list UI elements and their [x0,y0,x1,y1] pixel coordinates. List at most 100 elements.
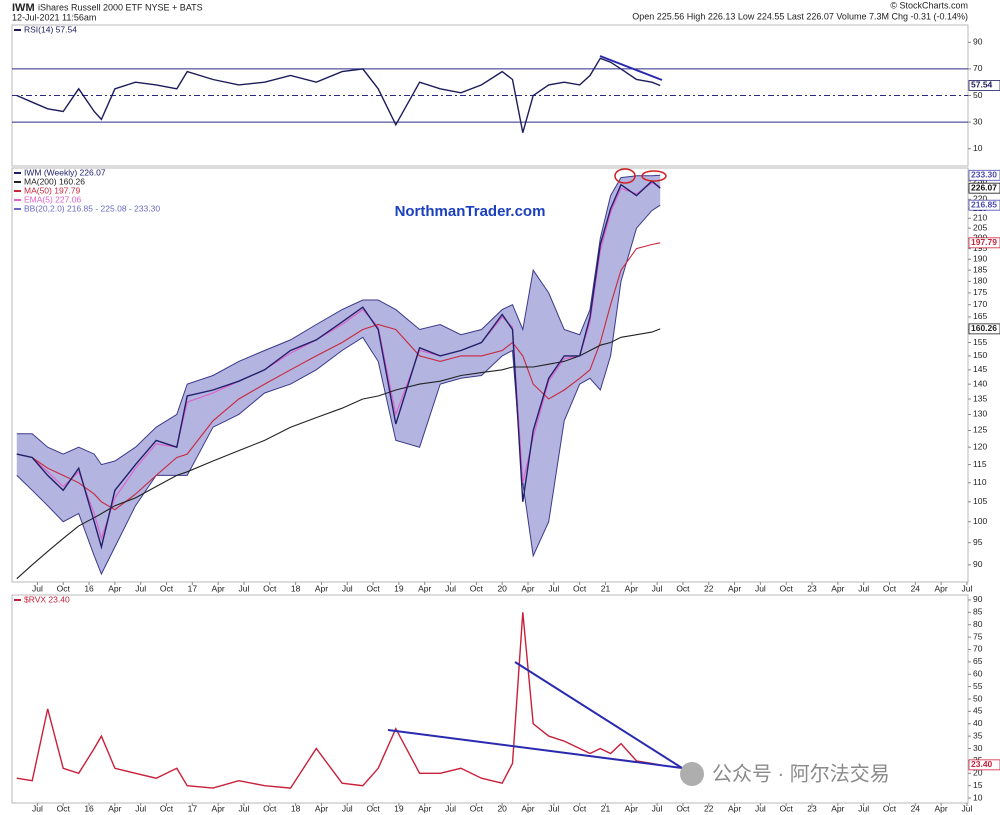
x-tick-label: Oct [470,583,484,593]
value-marker-label: 197.79 [971,237,997,247]
x-tick-label: 22 [704,803,714,813]
x-tick-label: Apr [108,803,121,813]
quote: Open 225.56 High 226.13 Low 224.55 Last … [632,11,968,21]
value-marker-label: 226.07 [971,182,997,192]
y-tick-label: 145 [973,364,987,374]
y-tick-label: 85 [973,607,983,617]
x-tick-label: Oct [160,583,174,593]
x-tick-label: Jul [239,803,250,813]
x-tick-label: Jul [858,803,869,813]
y-tick-label: 185 [973,264,987,274]
value-marker [968,323,1000,335]
x-tick-label: Oct [780,803,794,813]
band-upper [16,174,661,466]
y-tick-label: 90 [973,559,983,569]
x-tick-label: Apr [212,803,225,813]
y-tick-label: 20 [973,768,983,778]
legend-label: MA(200) 160.26 [24,176,85,186]
x-tick-label: Apr [521,803,534,813]
legend-label: RSI(14) 57.54 [24,24,77,34]
y-tick-label: 170 [973,299,987,309]
highlight [614,168,636,184]
x-tick-label: Apr [315,803,328,813]
y-tick-label: 120 [973,441,987,451]
x-tick-label: 23 [807,803,817,813]
x-tick-label: Apr [935,583,948,593]
y-tick-label: 180 [973,276,987,286]
value-marker [968,182,1000,194]
series-line [16,182,661,541]
x-tick-label: Apr [521,583,534,593]
watermark-icon [680,762,704,786]
x-tick-label: Jul [32,583,43,593]
x-tick-label: Jul [135,583,146,593]
value-marker [968,169,1000,181]
y-tick-label: 95 [973,537,983,547]
x-tick-label: Jul [652,583,663,593]
y-tick-label: 50 [973,90,983,100]
x-tick-label: 24 [911,583,921,593]
y-tick-label: 165 [973,311,987,321]
x-tick-label: Jul [858,583,869,593]
x-tick-label: Apr [108,583,121,593]
value-marker-label: 23.40 [971,759,993,769]
y-tick-label: 130 [973,409,987,419]
highlight [641,170,667,182]
x-tick-label: Jul [445,803,456,813]
x-tick-label: Apr [935,803,948,813]
x-tick-label: Apr [625,803,638,813]
y-tick-label: 150 [973,350,987,360]
x-tick-label: 19 [394,583,404,593]
x-tick-label: Oct [573,803,587,813]
trendline [387,729,683,769]
band-lower [16,204,661,576]
x-tick-label: Apr [315,583,328,593]
x-tick-label: Jul [755,583,766,593]
x-tick-label: 20 [497,583,507,593]
x-tick-label: Jul [135,803,146,813]
x-tick-label: Jul [652,803,663,813]
x-tick-label: 17 [188,803,198,813]
series-line [16,57,661,133]
trendline [514,661,683,769]
x-tick-label: 17 [188,583,198,593]
annotation: NorthmanTrader.com [395,203,546,220]
y-tick-label: 100 [973,516,987,526]
x-tick-label: Oct [160,803,174,813]
y-tick-label: 75 [973,631,983,641]
legend-label: IWM (Weekly) 226.07 [24,167,106,177]
x-tick-label: Jul [342,583,353,593]
value-marker-label: 57.54 [971,80,993,90]
x-tick-label: Jul [445,583,456,593]
y-tick-label: 65 [973,656,983,666]
y-tick-label: 210 [973,213,987,223]
x-tick-label: Oct [676,803,690,813]
x-tick-label: Apr [831,803,844,813]
x-tick-label: 24 [911,803,921,813]
y-tick-label: 220 [973,194,987,204]
band-fill [16,175,661,575]
y-tick-label: 35 [973,730,983,740]
y-tick-label: 40 [973,718,983,728]
date: 12-Jul-2021 11:56am [12,12,96,22]
x-tick-label: Oct [263,583,277,593]
x-tick-label: Jul [962,583,973,593]
legend-label: MA(50) 197.79 [24,185,80,195]
x-tick-label: Apr [728,583,741,593]
y-tick-label: 15 [973,780,983,790]
x-tick-label: 23 [807,583,817,593]
y-tick-label: 10 [973,792,983,802]
y-tick-label: 155 [973,337,987,347]
x-tick-label: Apr [831,583,844,593]
legend-label: EMA(5) 227.06 [24,194,81,204]
y-tick-label: 105 [973,496,987,506]
y-tick-label: 205 [973,222,987,232]
x-tick-label: Jul [755,803,766,813]
x-tick-label: Oct [883,803,897,813]
trendline [599,55,663,81]
series-line [16,328,661,580]
x-tick-label: Oct [883,583,897,593]
y-tick-label: 135 [973,393,987,403]
